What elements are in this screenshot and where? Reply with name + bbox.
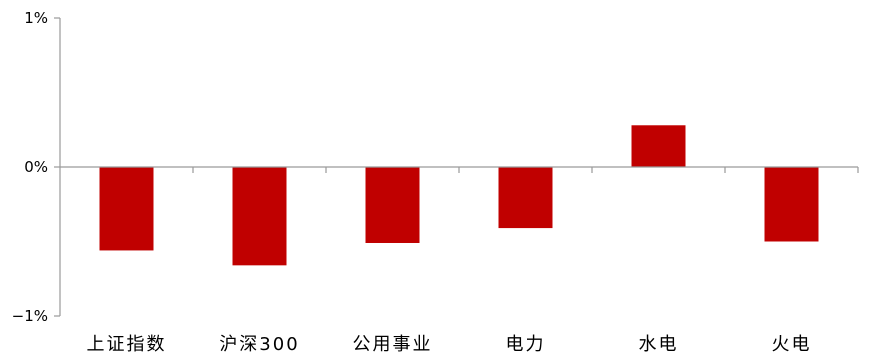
y-tick-label: 0% [24,158,48,176]
category-label: 公用事业 [353,334,433,355]
bar [232,167,287,266]
bar [99,167,154,251]
bar [764,167,819,242]
bar [631,125,686,167]
category-label: 电力 [506,334,546,355]
bar [365,167,420,243]
category-label: 火电 [772,334,812,355]
category-label: 沪深300 [219,334,299,355]
category-labels: 上证指数 沪深300 公用事业 电力 水电 火电 [87,334,812,355]
x-axis [60,166,859,173]
y-axis: 1% 0% −1% [12,9,61,325]
bar [498,167,553,229]
y-tick-label: 1% [24,9,48,27]
category-label: 上证指数 [87,334,167,355]
category-label: 水电 [639,334,679,355]
bars [99,125,819,266]
y-tick-label: −1% [12,307,48,325]
